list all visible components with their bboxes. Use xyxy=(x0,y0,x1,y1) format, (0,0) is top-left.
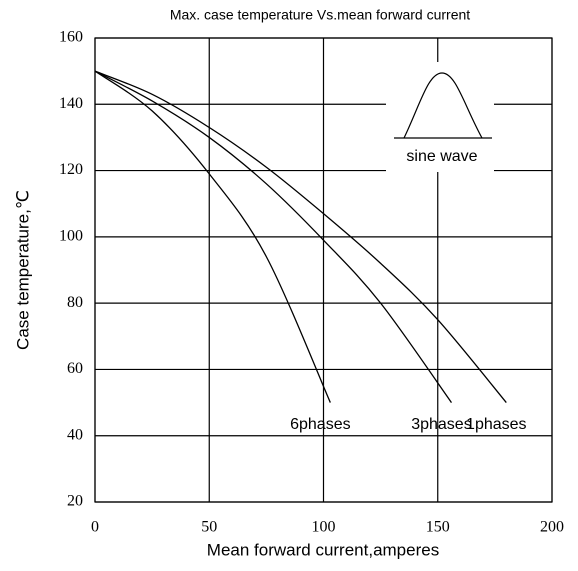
y-tick-label: 100 xyxy=(59,228,83,245)
y-tick-label: 80 xyxy=(67,294,83,311)
x-tick-label: 200 xyxy=(540,519,564,536)
icon-background xyxy=(386,62,494,172)
x-tick-label: 150 xyxy=(426,519,450,536)
sine-wave-icon: sine wave xyxy=(386,62,494,172)
series-line xyxy=(94,70,507,403)
x-tick-label: 100 xyxy=(312,519,336,536)
y-tick-label: 60 xyxy=(67,360,83,377)
series-line xyxy=(94,70,331,403)
y-tick-label: 120 xyxy=(59,161,83,178)
y-tick-label: 160 xyxy=(59,29,83,46)
x-tick-label: 50 xyxy=(201,519,217,536)
x-tick-label: 0 xyxy=(91,519,99,536)
y-tick-label: 20 xyxy=(67,493,83,510)
series-label: 3phases xyxy=(411,416,472,433)
y-tick-label: 40 xyxy=(67,426,83,443)
series-label: 1phases xyxy=(466,416,527,433)
icon-wave xyxy=(403,72,483,139)
plot-frame xyxy=(94,37,553,503)
y-axis-label: Case temperature,℃ xyxy=(13,190,32,350)
y-tick-label: 140 xyxy=(59,95,83,112)
series-label: 6phases xyxy=(290,416,351,433)
series-line xyxy=(94,70,452,403)
chart-title: Max. case temperature Vs.mean forward cu… xyxy=(170,7,470,23)
annotation: sine wave xyxy=(406,148,477,165)
x-axis-label: Mean forward current,amperes xyxy=(207,540,439,559)
